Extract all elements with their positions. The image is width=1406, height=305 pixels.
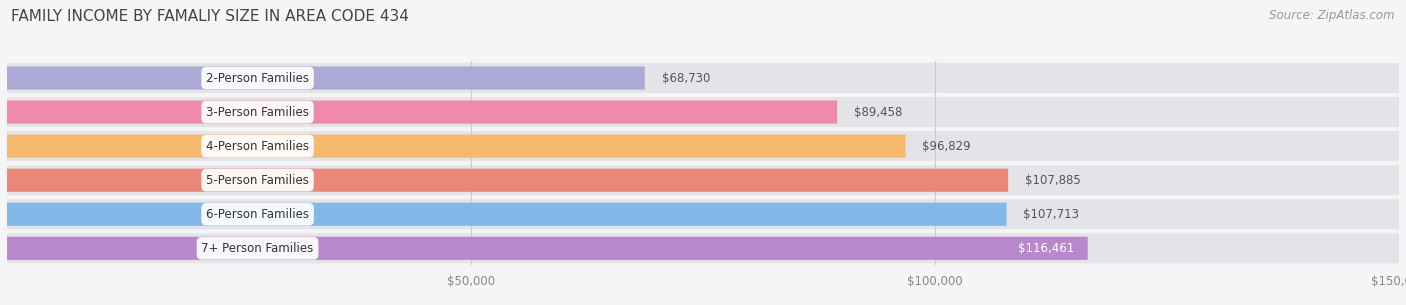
Text: 3-Person Families: 3-Person Families <box>207 106 309 119</box>
FancyBboxPatch shape <box>7 165 1399 195</box>
Text: $116,461: $116,461 <box>1018 242 1074 255</box>
FancyBboxPatch shape <box>7 101 837 124</box>
FancyBboxPatch shape <box>7 199 1399 229</box>
Text: FAMILY INCOME BY FAMALIY SIZE IN AREA CODE 434: FAMILY INCOME BY FAMALIY SIZE IN AREA CO… <box>11 9 409 24</box>
Text: $96,829: $96,829 <box>922 140 972 152</box>
Text: $89,458: $89,458 <box>853 106 903 119</box>
FancyBboxPatch shape <box>7 233 1399 263</box>
FancyBboxPatch shape <box>7 63 1399 93</box>
Text: $107,885: $107,885 <box>1025 174 1081 187</box>
FancyBboxPatch shape <box>7 237 1088 260</box>
Text: 2-Person Families: 2-Person Families <box>207 72 309 84</box>
Text: 5-Person Families: 5-Person Families <box>207 174 309 187</box>
Text: Source: ZipAtlas.com: Source: ZipAtlas.com <box>1270 9 1395 22</box>
Text: 4-Person Families: 4-Person Families <box>207 140 309 152</box>
FancyBboxPatch shape <box>7 131 1399 161</box>
FancyBboxPatch shape <box>7 135 905 158</box>
FancyBboxPatch shape <box>7 66 645 90</box>
FancyBboxPatch shape <box>7 97 1399 127</box>
FancyBboxPatch shape <box>7 169 1008 192</box>
FancyBboxPatch shape <box>7 203 1007 226</box>
Text: $107,713: $107,713 <box>1024 208 1080 221</box>
Text: 7+ Person Families: 7+ Person Families <box>201 242 314 255</box>
Text: 6-Person Families: 6-Person Families <box>207 208 309 221</box>
Text: $68,730: $68,730 <box>661 72 710 84</box>
